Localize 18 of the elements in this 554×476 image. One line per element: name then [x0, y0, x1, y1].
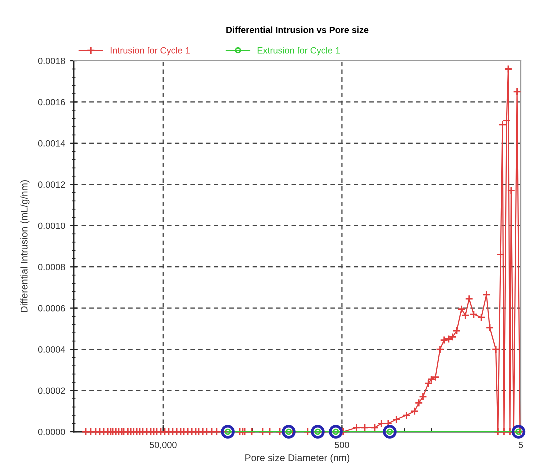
- y-tick-label: 0.0012: [38, 182, 66, 188]
- y-tick-label: 0.0014: [38, 140, 66, 147]
- x-tick-label: 500: [335, 442, 350, 448]
- y-tick-label: 0.0002: [38, 388, 66, 394]
- x-tick-label: 5: [518, 442, 524, 448]
- y-tick-label: 0.0006: [38, 305, 66, 312]
- x-axis-title: Pore size Diameter (nm): [246, 454, 350, 464]
- x-tick-label: 50,000: [150, 442, 177, 450]
- y-tick-label: 0.0018: [38, 58, 66, 64]
- y-tick-label: 0.0016: [38, 99, 66, 106]
- legend-label: Intrusion for Cycle 1: [110, 47, 190, 56]
- y-axis-title: Differential Intrusion (mL/g/nm): [20, 180, 30, 312]
- legend-label: Extrusion for Cycle 1: [258, 47, 340, 56]
- y-tick-label: 0.0008: [38, 264, 66, 270]
- y-tick-label: 0.0000: [38, 428, 66, 436]
- y-tick-label: 0.0010: [38, 222, 66, 230]
- y-tick-label: 0.0004: [38, 346, 66, 353]
- chart-title: Differential Intrusion vs Pore size: [226, 26, 369, 34]
